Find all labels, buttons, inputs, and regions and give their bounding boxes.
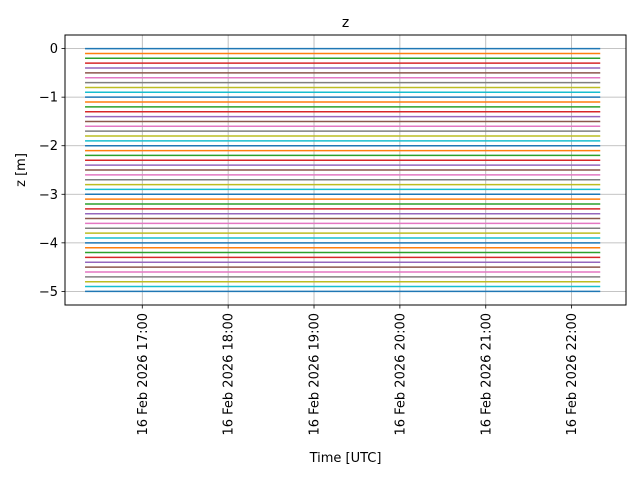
series-lines — [85, 47, 601, 293]
y-tick-label: 0 — [50, 42, 58, 57]
y-tick-label: −4 — [39, 236, 58, 251]
y-tick-label: −3 — [39, 188, 58, 203]
x-axis-label: Time [UTC] — [309, 451, 382, 466]
y-ticks: 0 −1 −2 −3 −4 −5 — [39, 42, 65, 300]
x-tick-label: 16 Feb 2026 21:00 — [479, 313, 494, 436]
y-tick-label: −2 — [39, 139, 58, 154]
x-tick-label: 16 Feb 2026 18:00 — [222, 313, 237, 436]
x-tick-label: 16 Feb 2026 22:00 — [565, 313, 580, 436]
plot-frame — [64, 34, 627, 306]
y-axis-label: z [m] — [14, 153, 29, 187]
y-tick-label: −5 — [39, 285, 58, 300]
chart-title: z — [342, 15, 349, 31]
x-ticks: 16 Feb 2026 17:00 16 Feb 2026 18:00 16 Feb… — [136, 305, 580, 436]
x-tick-label: 16 Feb 2026 19:00 — [308, 313, 323, 436]
y-tick-label: −1 — [39, 91, 58, 106]
x-tick-label: 16 Feb 2026 17:00 — [136, 313, 151, 436]
x-tick-label: 16 Feb 2026 20:00 — [393, 313, 408, 436]
